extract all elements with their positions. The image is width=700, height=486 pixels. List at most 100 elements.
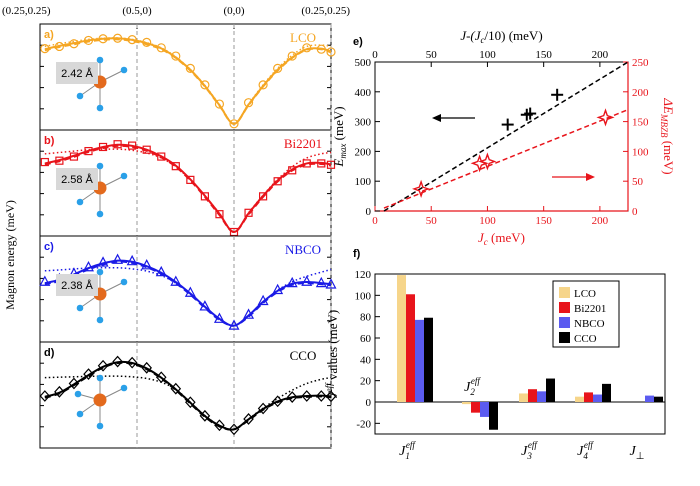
data-point: [142, 37, 152, 47]
data-point: [128, 141, 137, 150]
data-point: [126, 254, 138, 266]
data-point: [228, 319, 240, 330]
data-point: [156, 43, 166, 53]
data-point: [185, 396, 196, 409]
x-axis-label: Jc (meV): [478, 230, 525, 247]
bar-nbco: [645, 395, 654, 402]
data-point: [326, 47, 336, 57]
data-point: [83, 260, 94, 272]
text-span: (meV): [488, 230, 525, 245]
bar-cco: [654, 396, 663, 402]
text-span: c: [484, 237, 488, 247]
top-x-tick-label: 100: [479, 49, 496, 61]
text-span: eff: [406, 440, 416, 450]
fit-dotted-line: [44, 148, 332, 233]
crystal-structure-inset: [74, 374, 128, 430]
bond-length-box: [56, 62, 98, 84]
text-span: J: [478, 230, 485, 245]
data-point-plus: [501, 118, 514, 131]
bar-cco: [602, 383, 611, 402]
left-y-tick-label: 200: [355, 146, 372, 158]
x-tick-label: 200: [592, 215, 609, 227]
data-point: [155, 371, 167, 384]
bar-cco: [424, 317, 433, 402]
text-span: J: [399, 444, 406, 459]
text-span: J: [464, 380, 471, 395]
y-tick-label: 60: [360, 333, 372, 345]
data-point: [39, 275, 51, 286]
bar-cco: [489, 402, 498, 430]
data-point: [170, 275, 182, 286]
data-point: [325, 278, 337, 289]
data-point: [98, 142, 108, 152]
text-span: J: [521, 444, 528, 459]
legend-label: LCO: [574, 288, 596, 300]
legend-label: Bi2201: [574, 303, 606, 315]
left-y-tick-label: 100: [355, 176, 372, 188]
text-span: eff: [471, 376, 481, 386]
panel-lco: a) LCO 2.42 Å: [39, 23, 336, 131]
data-point: [40, 157, 49, 167]
copper-atom: [93, 393, 107, 407]
panel-cco: d) CCO: [39, 341, 337, 449]
data-point: [286, 276, 298, 288]
left-y-tick-label: 300: [355, 117, 372, 129]
data-point: [214, 99, 225, 109]
crystal-structure-inset: 2.38 Å: [56, 268, 128, 324]
top-x-tick-label: 50: [426, 49, 438, 61]
bond-length-box: [56, 274, 98, 296]
material-label: LCO: [290, 30, 316, 45]
data-point: [157, 152, 166, 161]
panel-frame: [374, 273, 666, 435]
oxygen-atom: [120, 66, 128, 74]
text-span: 2: [470, 387, 475, 397]
y-tick-label: 120: [355, 269, 372, 281]
text-span: J: [577, 444, 584, 459]
panel-letter: a): [44, 29, 54, 41]
y-tick-label: 20: [360, 376, 372, 388]
data-point-plus: [524, 107, 537, 120]
material-label: Bi2201: [284, 136, 322, 151]
data-point: [272, 395, 283, 408]
data-point: [288, 166, 297, 175]
data-point: [98, 34, 108, 44]
bar-lco: [519, 393, 528, 402]
data-point: [97, 359, 109, 372]
legend-swatch: [559, 317, 570, 328]
data-point: [112, 355, 123, 368]
bar-lco: [575, 396, 584, 402]
text-span: J: [630, 444, 637, 459]
text-span: eff: [584, 440, 594, 450]
material-label: CCO: [290, 348, 317, 363]
text-span: E: [331, 159, 346, 168]
magnon-dispersion-panels: Magnon energy (meV) (0.25,0.25) (0.5,0) (0,…: [2, 5, 350, 449]
path-tick-label: (0,0): [223, 5, 244, 17]
data-point: [315, 390, 327, 402]
data-point-star: [478, 152, 497, 171]
text-span: (meV): [331, 106, 346, 143]
oxygen-atom: [120, 172, 128, 180]
material-label: NBCO: [285, 242, 321, 257]
bond-length-box: [56, 168, 98, 190]
text-span: ⊥: [636, 451, 645, 462]
data-point: [301, 390, 313, 402]
arrow-left-head: [432, 114, 441, 122]
data-point: [127, 34, 137, 45]
data-point: [259, 192, 268, 201]
data-point: [184, 286, 196, 297]
right-y-axis-label: ΔEMBZB (meV): [659, 97, 676, 174]
data-point-star: [412, 179, 431, 199]
legend-swatch: [559, 332, 570, 343]
y-tick-label: 100: [355, 290, 372, 302]
data-point: [55, 156, 64, 165]
data-point: [243, 98, 254, 108]
panel-letter: c): [44, 241, 54, 253]
data-point: [302, 43, 312, 53]
data-point-star: [596, 108, 615, 127]
y-tick-label: -20: [356, 418, 371, 430]
panel-nbco: c) NBCO 2.38 Å: [39, 235, 337, 343]
bond-length-label: 2.38 Å: [61, 279, 93, 292]
top-x-tick-label: 150: [535, 49, 552, 61]
path-tick-label: (0.25,0.25): [2, 5, 51, 17]
